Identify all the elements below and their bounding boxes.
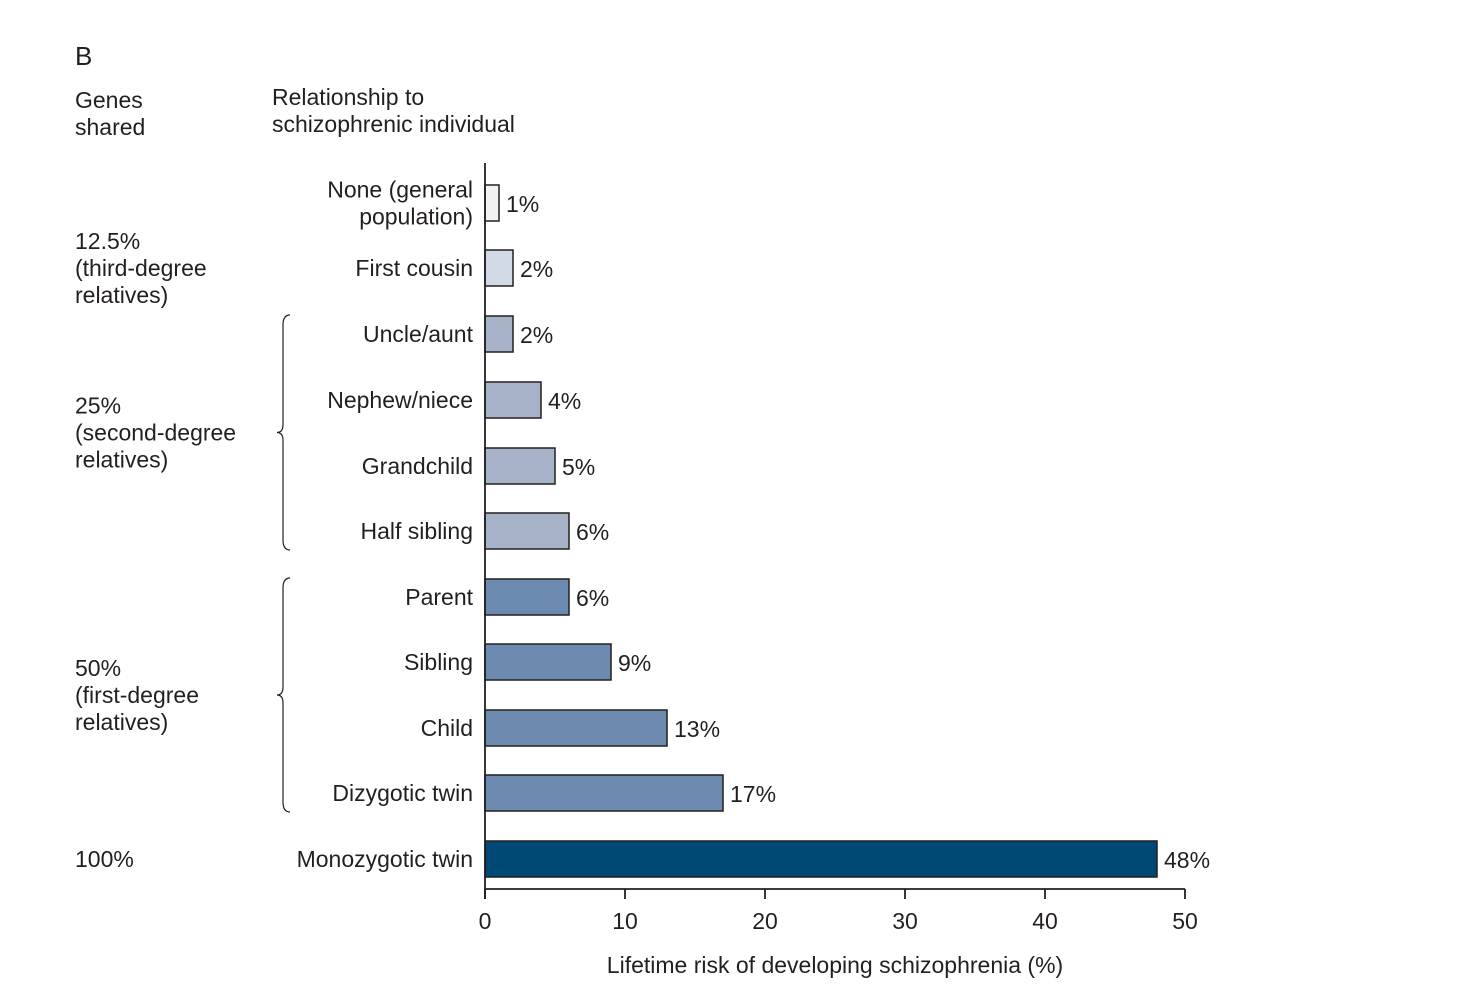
text-line: Relationship to xyxy=(272,84,424,110)
value-label: 17% xyxy=(730,781,776,807)
category-label: Child xyxy=(421,715,473,741)
text-line: schizophrenic individual xyxy=(272,111,515,137)
value-label: 6% xyxy=(576,585,609,611)
bar xyxy=(484,249,514,287)
value-label: 48% xyxy=(1164,847,1210,873)
x-tick-label: 20 xyxy=(752,908,778,934)
category-label: Parent xyxy=(405,584,473,610)
value-label: 6% xyxy=(576,519,609,545)
value-label: 9% xyxy=(618,650,651,676)
value-label: 1% xyxy=(506,191,539,217)
bar xyxy=(484,840,1158,878)
text-line: population) xyxy=(359,204,473,230)
bar xyxy=(484,709,668,747)
text-line: relatives) xyxy=(75,709,168,735)
x-tick-label: 10 xyxy=(612,908,638,934)
category-label: First cousin xyxy=(355,255,473,281)
category-label: Grandchild xyxy=(362,453,473,479)
genes-shared-label: 12.5% (third-degree relatives) xyxy=(75,228,207,308)
category-label: Uncle/aunt xyxy=(363,321,474,347)
x-axis-label: Lifetime risk of developing schizophreni… xyxy=(607,952,1063,978)
text-line: 25% xyxy=(75,393,121,419)
text-line: Uncle/aunt xyxy=(363,321,474,347)
text-line: Child xyxy=(421,715,473,741)
value-label: 13% xyxy=(674,716,720,742)
bar xyxy=(484,447,556,485)
group-bracket xyxy=(276,577,291,813)
category-label: Dizygotic twin xyxy=(332,780,473,806)
x-tick-label: 30 xyxy=(892,908,918,934)
text-line: First cousin xyxy=(355,255,473,281)
text-line: None (general xyxy=(327,177,473,203)
x-axis: 0 10 20 30 40 50 xyxy=(479,163,1198,934)
text-line: Parent xyxy=(405,584,473,610)
bars-layer: None (general population) 1% First cousin 2%… xyxy=(75,177,1210,878)
value-label: 4% xyxy=(548,388,581,414)
bar xyxy=(484,512,570,550)
text-line: (second-degree xyxy=(75,420,236,446)
bar xyxy=(484,774,724,812)
text-line: Half sibling xyxy=(361,518,474,544)
genes-shared-label: 100% xyxy=(75,846,134,872)
bar xyxy=(484,184,500,222)
value-label: 2% xyxy=(520,322,553,348)
category-label: Sibling xyxy=(404,649,473,675)
x-tick-label: 0 xyxy=(479,908,492,934)
text-line: (third-degree xyxy=(75,255,207,281)
text-line: relatives) xyxy=(75,447,168,473)
genes-shared-label: 25% (second-degree relatives) xyxy=(75,393,236,473)
text-line: relatives) xyxy=(75,282,168,308)
text-line: Monozygotic twin xyxy=(297,846,473,872)
text-line: 12.5% xyxy=(75,228,140,254)
genes-shared-header: Genes shared xyxy=(75,87,145,140)
panel-label: B xyxy=(75,41,92,71)
value-label: 2% xyxy=(520,256,553,282)
text-line: (first-degree xyxy=(75,682,199,708)
text-line: Dizygotic twin xyxy=(332,780,473,806)
bar xyxy=(484,643,612,681)
genes-shared-label: 50% (first-degree relatives) xyxy=(75,655,199,735)
category-label: Nephew/niece xyxy=(327,387,473,413)
text-line: Grandchild xyxy=(362,453,473,479)
text-line: Sibling xyxy=(404,649,473,675)
text-line: shared xyxy=(75,114,145,140)
value-label: 5% xyxy=(562,454,595,480)
category-label: Half sibling xyxy=(361,518,474,544)
text-line: Nephew/niece xyxy=(327,387,473,413)
text-line: Genes xyxy=(75,87,143,113)
relationship-header: Relationship to schizophrenic individual xyxy=(272,84,515,137)
x-tick-label: 50 xyxy=(1172,908,1198,934)
category-label: None (general population) xyxy=(327,177,473,230)
x-tick-label: 40 xyxy=(1032,908,1058,934)
bar xyxy=(484,381,542,419)
bar xyxy=(484,315,514,353)
group-bracket xyxy=(276,314,291,551)
text-line: 100% xyxy=(75,846,134,872)
text-line: 50% xyxy=(75,655,121,681)
category-label: Monozygotic twin xyxy=(297,846,473,872)
bar xyxy=(484,578,570,616)
